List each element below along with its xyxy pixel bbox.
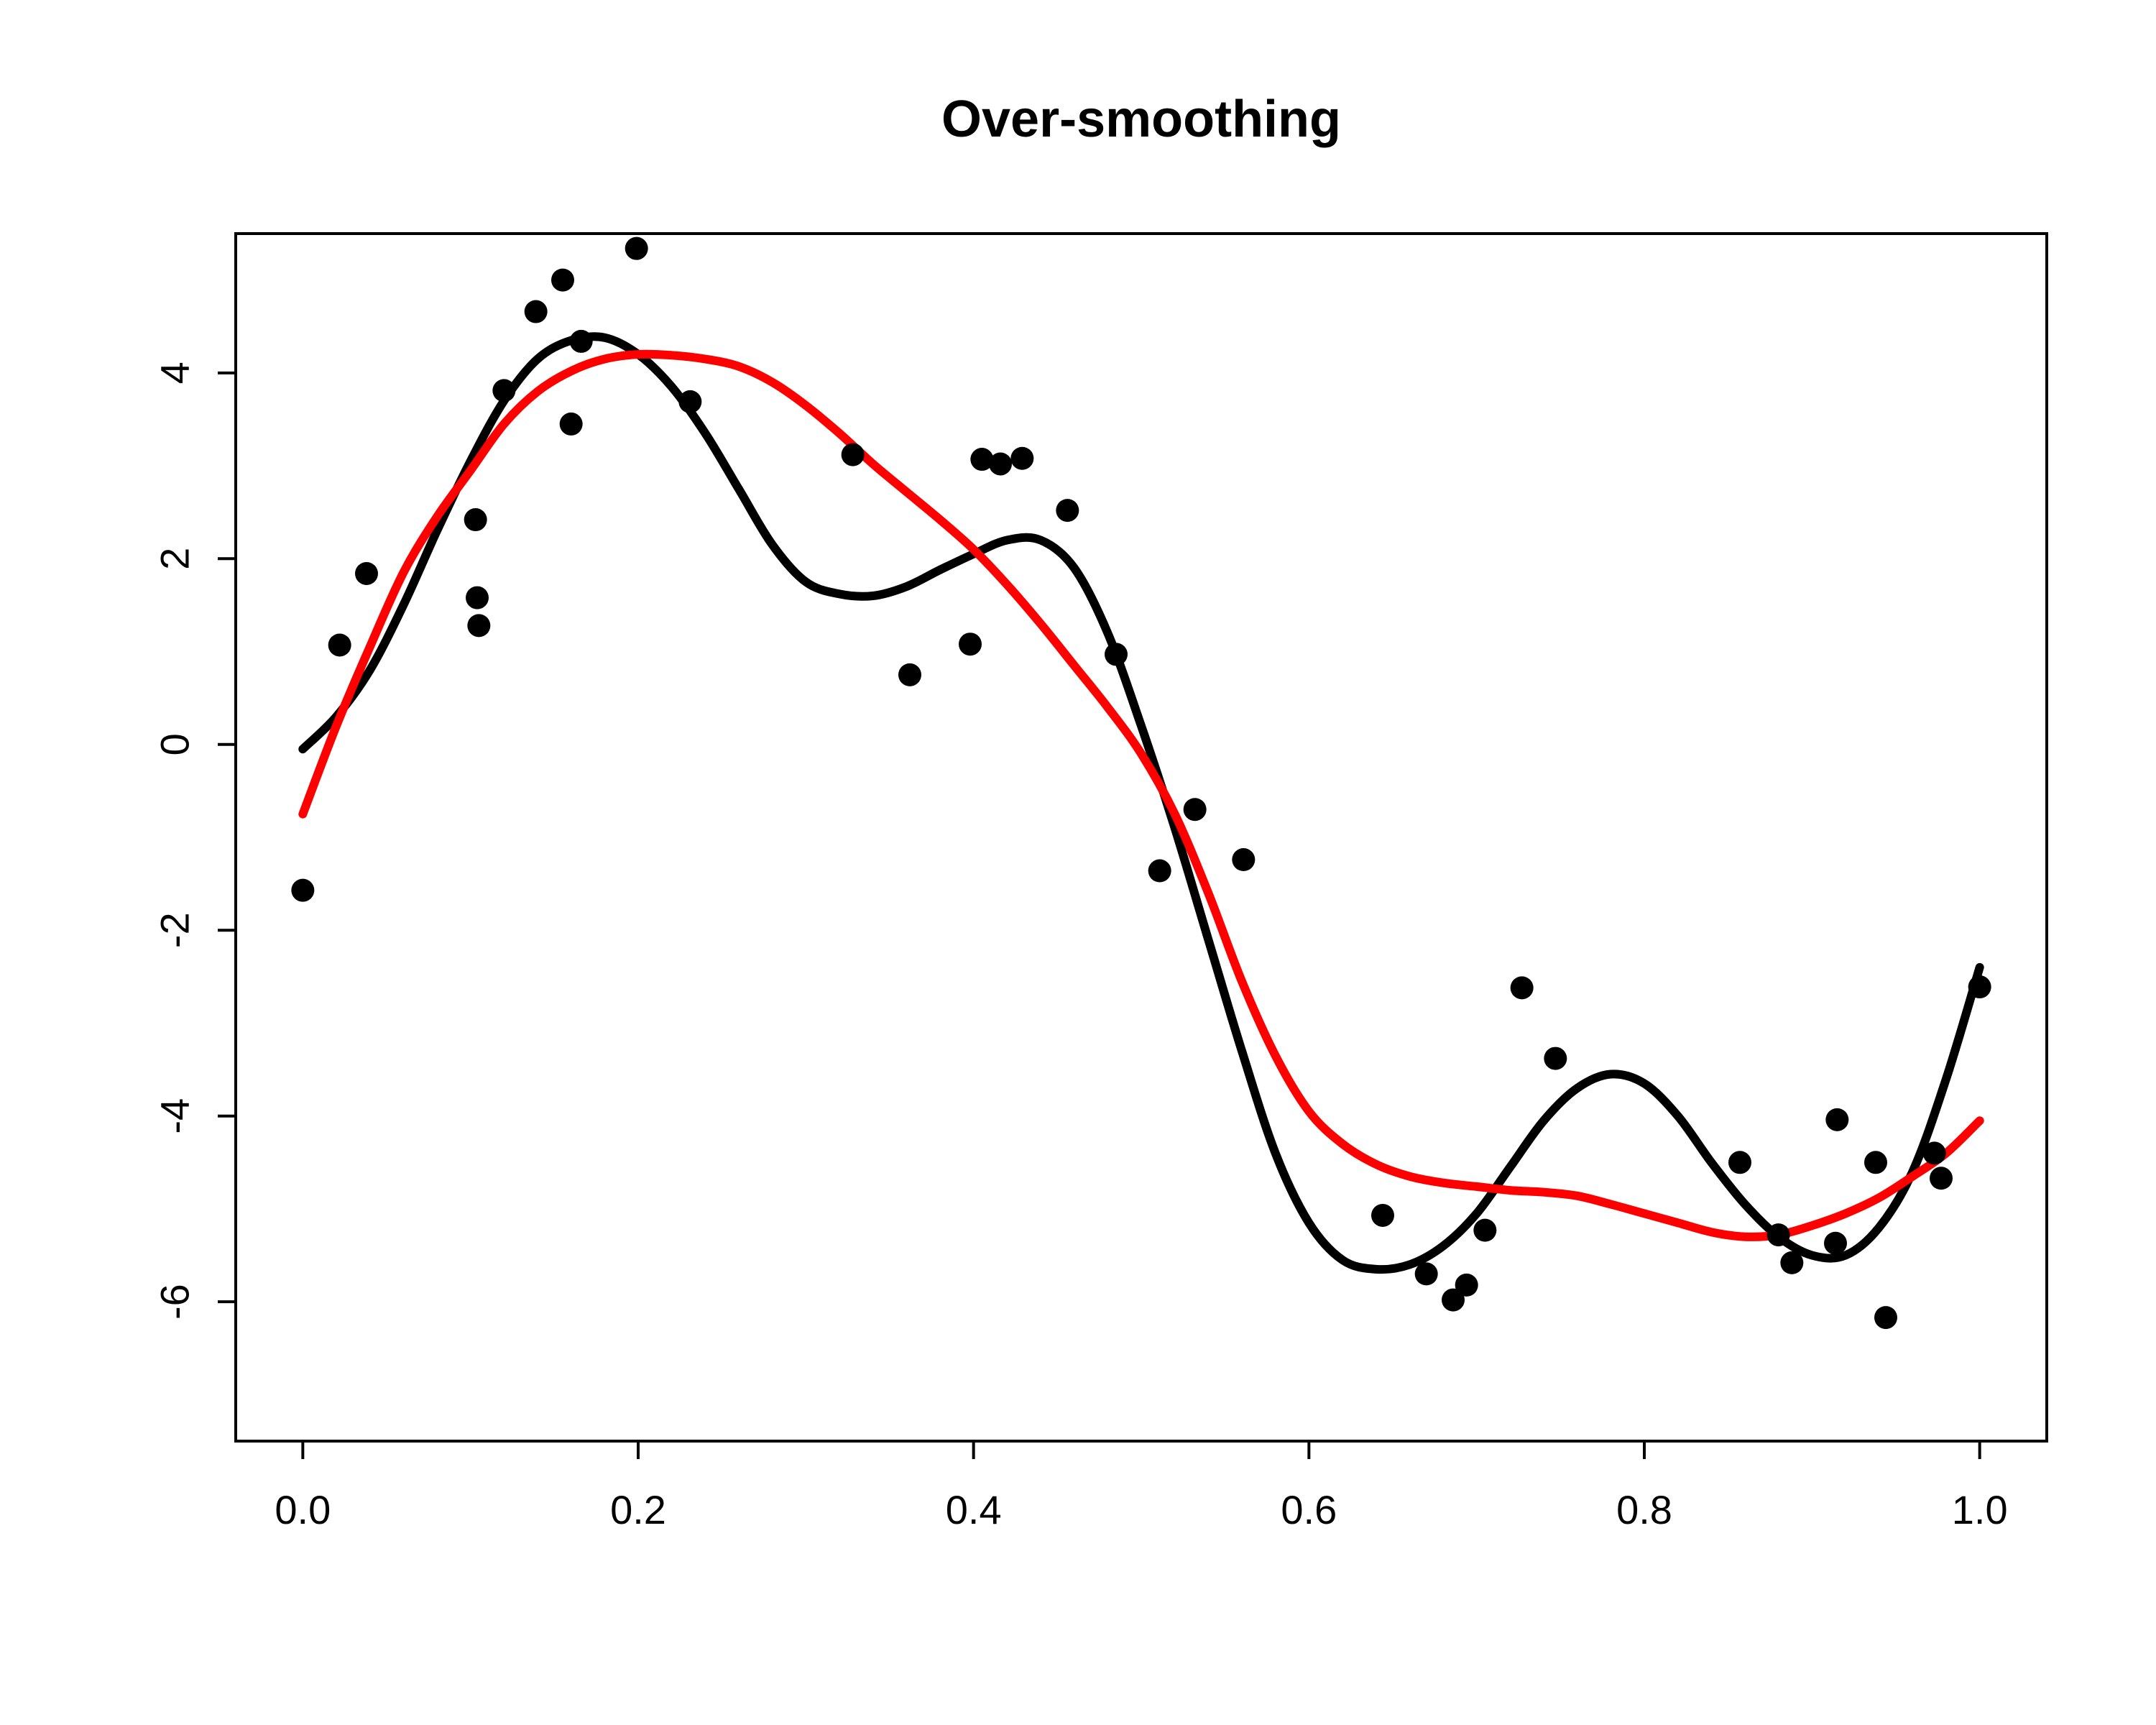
data-points [291, 236, 1991, 1330]
smooth-fit-line [298, 349, 1984, 1241]
data-point [1728, 1151, 1751, 1174]
data-point [1010, 446, 1034, 470]
data-point [1105, 643, 1128, 666]
data-point [524, 300, 548, 323]
data-point [355, 561, 378, 585]
data-point [1183, 798, 1207, 822]
data-point [1455, 1273, 1478, 1297]
data-point [464, 508, 487, 532]
data-point [1056, 499, 1079, 523]
data-point [1442, 1288, 1465, 1312]
data-point [1148, 859, 1171, 883]
data-point [1510, 976, 1534, 1000]
data-point [328, 633, 351, 657]
x-tick-label: 0.6 [1281, 1487, 1337, 1532]
data-point [989, 452, 1012, 476]
data-point [625, 236, 648, 260]
data-point [1874, 1306, 1897, 1330]
data-point [1544, 1046, 1567, 1070]
data-point [1968, 975, 1991, 999]
y-axis: -6 -4 -2 0 2 4 [152, 362, 237, 1320]
data-point [1780, 1251, 1804, 1274]
data-point [1473, 1218, 1497, 1242]
fit-lines [298, 332, 1984, 1274]
data-point [1414, 1262, 1438, 1286]
data-point [1922, 1141, 1946, 1165]
data-point [1766, 1223, 1790, 1247]
data-point [492, 379, 516, 402]
x-tick-label: 0.0 [275, 1487, 331, 1532]
x-tick-label: 0.4 [946, 1487, 1002, 1532]
y-tick-label: 4 [152, 362, 198, 384]
data-point [1864, 1151, 1887, 1174]
x-tick-label: 0.8 [1616, 1487, 1672, 1532]
data-point [898, 663, 921, 686]
data-point [569, 329, 593, 353]
y-tick-label: -2 [152, 912, 198, 948]
x-tick-label: 1.0 [1952, 1487, 2008, 1532]
y-tick-label: 2 [152, 548, 198, 570]
data-point [1825, 1108, 1849, 1131]
y-tick-label: -6 [152, 1284, 198, 1320]
y-tick-label: -4 [152, 1098, 198, 1134]
data-point [1371, 1203, 1394, 1227]
flexible-fit-line [298, 332, 1984, 1274]
data-point [959, 632, 982, 656]
data-point [970, 448, 994, 472]
data-point [559, 412, 583, 436]
y-tick-label: 0 [152, 733, 198, 755]
x-axis: 0.0 0.2 0.4 0.6 0.8 1.0 [275, 1440, 2008, 1532]
data-point [1824, 1231, 1847, 1255]
data-point [291, 878, 315, 902]
data-point [1930, 1167, 1953, 1190]
data-point [678, 390, 702, 413]
x-tick-label: 0.2 [610, 1487, 666, 1532]
data-point [467, 614, 491, 638]
data-point [841, 443, 865, 466]
data-point [466, 586, 489, 610]
data-point [551, 268, 574, 292]
data-point [1232, 848, 1256, 872]
chart-title: Over-smoothing [941, 91, 1341, 148]
